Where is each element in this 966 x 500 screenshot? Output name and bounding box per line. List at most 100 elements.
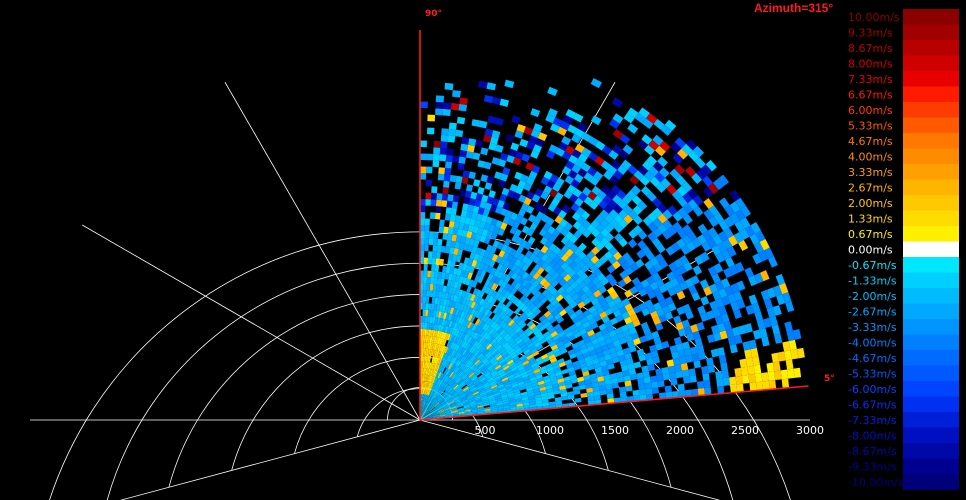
velocity-cell (674, 364, 682, 372)
velocity-cell (730, 283, 740, 294)
velocity-cell (435, 371, 439, 378)
velocity-cell (454, 275, 461, 283)
velocity-cell (679, 356, 687, 365)
velocity-cell (637, 165, 649, 176)
velocity-cell (468, 345, 475, 353)
velocity-cell (433, 392, 438, 399)
velocity-cell (497, 286, 505, 295)
velocity-cell (421, 400, 424, 408)
velocity-cell (441, 291, 446, 299)
velocity-cell (576, 324, 585, 332)
velocity-cell (546, 313, 554, 321)
velocity-cell (540, 253, 549, 262)
velocity-cell (425, 309, 429, 317)
velocity-cell (754, 272, 764, 284)
velocity-cell (672, 268, 682, 278)
velocity-cell (427, 368, 431, 376)
velocity-cell (665, 391, 673, 399)
velocity-cell (443, 375, 449, 382)
velocity-cell (571, 149, 582, 159)
velocity-cell (595, 232, 605, 242)
velocity-cell (476, 385, 484, 390)
velocity-cell (636, 348, 645, 357)
velocity-cell (444, 410, 452, 414)
velocity-cell (553, 323, 562, 331)
velocity-cell (428, 389, 432, 396)
velocity-cell (436, 371, 441, 379)
velocity-cell (484, 341, 491, 349)
velocity-cell (637, 230, 648, 241)
velocity-cell (574, 297, 583, 305)
velocity-cell (579, 293, 588, 302)
velocity-cell (477, 186, 485, 195)
velocity-cell (426, 375, 429, 382)
velocity-cell (500, 207, 508, 217)
velocity-cell (458, 411, 465, 414)
velocity-cell (488, 259, 496, 268)
velocity-cell (493, 342, 501, 349)
velocity-cell (500, 360, 507, 367)
velocity-cell (590, 353, 599, 361)
velocity-cell (425, 402, 429, 409)
velocity-cell (534, 341, 542, 348)
velocity-cell (467, 224, 475, 233)
velocity-cell (455, 359, 460, 367)
velocity-cell (440, 400, 447, 406)
velocity-cell (514, 228, 522, 237)
velocity-cell (461, 326, 468, 334)
velocity-cell (786, 330, 796, 342)
velocity-cell (421, 387, 424, 395)
velocity-cell (581, 285, 590, 294)
colorbar-label: -4.67m/s (848, 352, 897, 365)
velocity-cell (540, 191, 550, 200)
velocity-cell (754, 311, 764, 322)
velocity-cell (468, 362, 475, 369)
velocity-cell (462, 400, 469, 405)
velocity-cell (458, 371, 464, 377)
velocity-cell (759, 238, 770, 251)
velocity-cell (426, 417, 433, 419)
velocity-cell (472, 205, 480, 214)
velocity-cell (537, 132, 548, 142)
velocity-cell (457, 324, 463, 331)
velocity-cell (464, 390, 472, 395)
velocity-cell (485, 389, 493, 394)
velocity-cell (475, 296, 482, 305)
velocity-cell (532, 279, 540, 288)
velocity-cell (472, 340, 479, 348)
velocity-cell (529, 401, 536, 405)
velocity-cell (535, 331, 543, 339)
velocity-cell (662, 373, 671, 381)
velocity-cell (578, 384, 587, 390)
velocity-cell (506, 254, 514, 262)
velocity-cell (494, 205, 503, 215)
velocity-cell (750, 222, 761, 234)
velocity-cell (622, 194, 632, 205)
velocity-cell (449, 174, 457, 183)
velocity-cell (624, 289, 633, 298)
velocity-cell (582, 370, 590, 377)
velocity-cell (446, 386, 452, 392)
velocity-cell (509, 401, 517, 406)
velocity-cell (421, 335, 425, 343)
velocity-cell (428, 396, 433, 403)
velocity-cell (604, 294, 614, 304)
velocity-cell (448, 341, 453, 349)
velocity-cell (430, 407, 436, 413)
velocity-cell (489, 382, 497, 388)
velocity-cell (438, 413, 446, 416)
velocity-cell (568, 323, 577, 331)
velocity-cell (565, 248, 574, 258)
velocity-cell (432, 416, 440, 419)
velocity-cell (587, 191, 598, 201)
velocity-cell (683, 348, 692, 357)
velocity-cell (672, 211, 683, 222)
angle-label-90: 90° (425, 9, 442, 19)
velocity-cell (564, 175, 575, 185)
velocity-cell (609, 372, 618, 380)
velocity-cell (517, 253, 526, 262)
velocity-cell (502, 352, 510, 359)
velocity-cell (488, 190, 496, 198)
velocity-cell (455, 235, 462, 243)
velocity-cell (650, 350, 659, 359)
